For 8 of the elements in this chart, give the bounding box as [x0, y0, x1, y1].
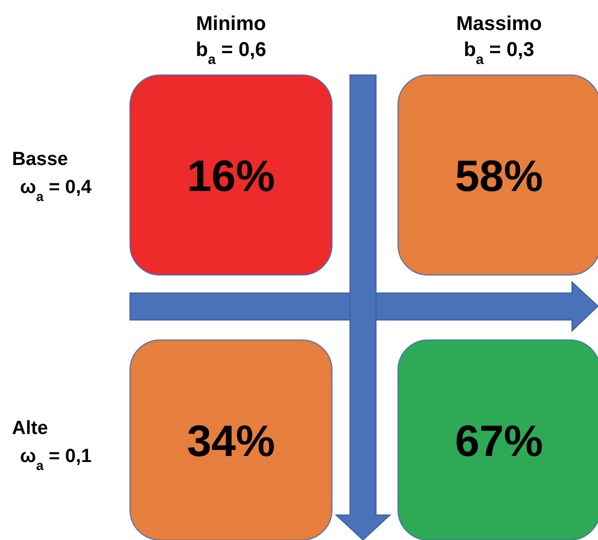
- data-label: 16%: [186, 152, 276, 201]
- x-tick-label: Massimo b$_{a}$ = 0,3: [456, 13, 542, 67]
- x-tick-label: Minimo b$_{a}$ = 0,6: [196, 13, 266, 67]
- data-label: 34%: [186, 417, 276, 466]
- y-tick-label: Alte ω$_{a}$ = 0,1: [12, 418, 92, 472]
- data-label: 67%: [454, 417, 544, 466]
- y-tick-label: Basse ω$_{a}$ = 0,4: [12, 149, 92, 204]
- data-label: 58%: [454, 152, 544, 201]
